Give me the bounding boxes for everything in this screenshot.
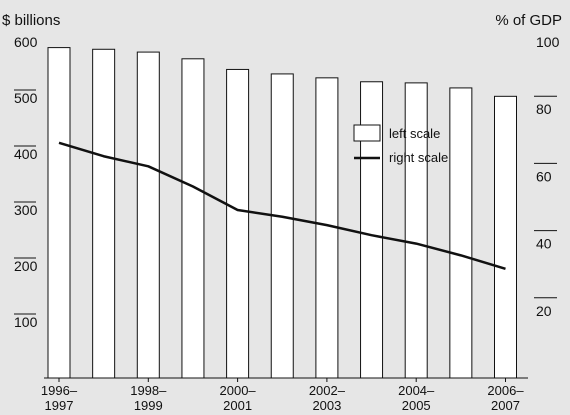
x-axis-tick-label: 2007 (491, 398, 520, 413)
right-axis-tick-label: 20 (536, 303, 552, 319)
left-axis-tick-label: 600 (14, 34, 38, 50)
right-axis-tick-label: 100 (536, 34, 560, 50)
x-axis-tick-label: 1998– (130, 383, 167, 398)
bar (270, 73, 294, 379)
left-axis: 100 200 300 400 500 600 (14, 34, 38, 330)
x-axis-tick-label: 2006– (487, 383, 524, 398)
left-axis-tick-label: 400 (14, 146, 38, 162)
left-axis-unit-label: $ billions (2, 12, 60, 29)
x-axis-tick-label: 1996– (41, 383, 78, 398)
left-axis-tick-label: 100 (14, 314, 38, 330)
right-axis-unit-label: % of GDP (495, 12, 562, 29)
right-axis: 20 40 60 80 100 (534, 34, 560, 319)
legend-label-line: right scale (389, 150, 448, 165)
bar (494, 95, 517, 379)
x-axis-labels: 1996–1997 1998–1999 2000–2001 2002–2003 2004… (41, 378, 524, 413)
right-axis-tick-label: 60 (536, 168, 552, 184)
left-axis-tick-label: 200 (14, 258, 38, 274)
right-scale-line (58, 141, 506, 270)
x-axis-tick-label: 2003 (312, 398, 341, 413)
line-series (58, 141, 506, 270)
left-axis-tick-label: 300 (14, 202, 38, 218)
x-axis-tick-label: 2001 (223, 398, 252, 413)
left-axis-tick-label: 500 (14, 90, 38, 106)
x-axis-tick-label: 2000– (220, 383, 257, 398)
x-axis-tick-label: 2004– (398, 383, 435, 398)
bar (449, 87, 473, 379)
right-axis-tick-label: 80 (536, 101, 552, 117)
bar (92, 48, 116, 379)
legend-swatch-bar (353, 124, 381, 142)
bar (136, 51, 160, 379)
legend: left scale right scale (353, 124, 448, 165)
bar (47, 47, 71, 379)
bar-series (47, 47, 517, 379)
bar (226, 68, 250, 379)
x-axis-tick-label: 1997 (45, 398, 74, 413)
x-axis-tick-label: 1999 (134, 398, 163, 413)
x-axis-tick-label: 2005 (402, 398, 431, 413)
x-axis-tick-label: 2002– (309, 383, 346, 398)
bar (181, 58, 205, 379)
right-axis-tick-label: 40 (536, 236, 552, 252)
legend-label-bar: left scale (389, 126, 440, 141)
